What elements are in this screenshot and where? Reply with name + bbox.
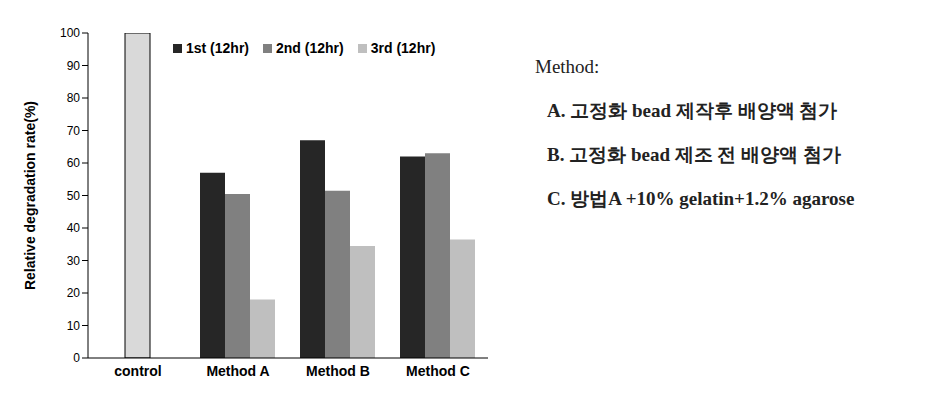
svg-text:control: control [114, 363, 161, 379]
html-text:C. 방법A +10% gelatin+1.2% agaro: C. 방법A +10% gelatin+1.2% agarose [547, 188, 855, 209]
svg-text:70: 70 [67, 124, 81, 138]
svg-text:50: 50 [67, 189, 81, 203]
html-text:1st (12hr): 1st (12hr) [186, 40, 249, 56]
svg-text:30: 30 [67, 254, 81, 268]
svg-text:0: 0 [73, 351, 80, 365]
svg-text:Method C: Method C [406, 363, 470, 379]
svg-text:60: 60 [67, 156, 81, 170]
html-text:2nd (12hr): 2nd (12hr) [276, 40, 344, 56]
svg-text:20: 20 [67, 286, 81, 300]
svg-text:Method A: Method A [206, 363, 269, 379]
svg-text:90: 90 [67, 59, 81, 73]
svg-text:Method B: Method B [306, 363, 370, 379]
svg-text:10: 10 [67, 319, 81, 333]
html-text:3rd (12hr): 3rd (12hr) [370, 40, 436, 56]
html-text:A. 고정화 bead 제작후 배양액 첨가: A. 고정화 bead 제작후 배양액 첨가 [547, 100, 838, 121]
svg-text:40: 40 [67, 221, 81, 235]
svg-text:Relative degradation rate(%): Relative degradation rate(%) [22, 101, 38, 290]
svg-text:100: 100 [60, 26, 80, 40]
svg-text:80: 80 [67, 91, 81, 105]
html-text:Method:: Method: [535, 56, 600, 77]
html-text:B. 고정화 bead 제조 전 배양액 첨가: B. 고정화 bead 제조 전 배양액 첨가 [547, 144, 841, 165]
